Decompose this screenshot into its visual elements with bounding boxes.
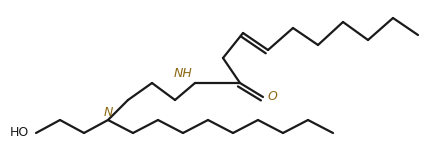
Text: NH: NH xyxy=(173,67,191,80)
Text: O: O xyxy=(267,90,277,103)
Text: N: N xyxy=(103,106,112,119)
Text: HO: HO xyxy=(10,127,29,139)
